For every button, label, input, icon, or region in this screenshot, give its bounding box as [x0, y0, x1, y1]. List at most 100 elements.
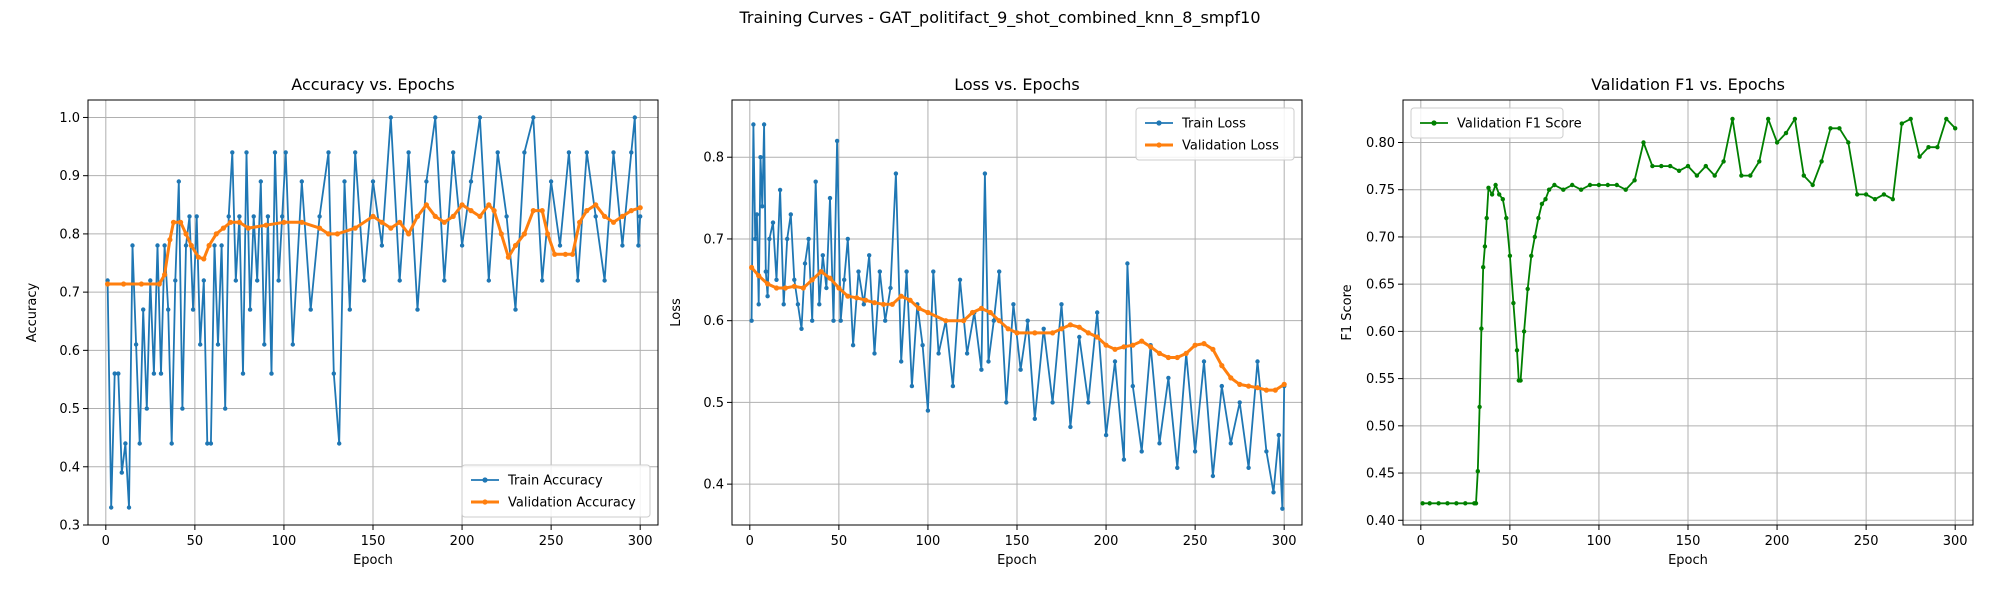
series-markers-validation-f1-score: [1420, 116, 1958, 506]
x-tick-label: 0: [102, 534, 110, 549]
data-point: [1237, 400, 1242, 405]
data-point: [1872, 197, 1878, 202]
y-tick-label: 0.75: [1366, 183, 1395, 198]
data-point: [1192, 342, 1198, 348]
data-point: [773, 285, 780, 291]
data-point: [979, 367, 984, 372]
legend-label: Train Accuracy: [507, 474, 603, 489]
y-tick-label: 0.8: [59, 227, 80, 242]
data-point: [827, 195, 833, 201]
data-point: [158, 371, 164, 376]
data-point: [1810, 182, 1815, 188]
data-point: [236, 219, 242, 225]
data-point: [530, 208, 536, 214]
data-point: [187, 214, 192, 219]
y-tick-label: 0.6: [59, 344, 80, 359]
data-point: [1819, 159, 1824, 164]
y-tick-label: 0.3: [59, 519, 80, 534]
data-point: [569, 251, 576, 257]
data-point: [824, 285, 829, 291]
y-tick-label: 0.65: [1366, 278, 1395, 293]
data-point: [379, 243, 385, 248]
data-point: [198, 342, 203, 347]
data-point: [334, 231, 340, 237]
data-point: [486, 278, 491, 283]
data-point: [765, 281, 771, 287]
x-tick-label: 300: [1943, 534, 1968, 549]
data-point: [1139, 449, 1144, 454]
data-point: [838, 318, 843, 323]
data-point: [1112, 346, 1118, 352]
data-point: [964, 351, 970, 356]
data-point: [1926, 145, 1931, 150]
data-point: [1271, 490, 1276, 495]
data-point: [629, 150, 634, 155]
data-point: [810, 318, 815, 323]
data-point: [1183, 350, 1189, 356]
data-point: [904, 269, 909, 274]
data-point: [991, 318, 996, 323]
data-point: [388, 225, 394, 231]
data-point: [969, 309, 976, 316]
data-point: [893, 171, 899, 176]
series-markers-validation-accuracy: [105, 202, 643, 287]
data-point: [272, 150, 278, 155]
data-point: [522, 150, 527, 155]
data-point: [162, 272, 168, 278]
data-point: [845, 236, 850, 242]
data-point: [1263, 387, 1269, 393]
data-point: [1899, 121, 1905, 126]
data-point: [109, 505, 114, 510]
data-point: [1018, 367, 1023, 372]
data-point: [230, 150, 235, 155]
data-point: [557, 243, 563, 248]
data-point: [1561, 187, 1566, 192]
data-point: [1721, 159, 1726, 164]
data-point: [877, 269, 882, 274]
data-point: [1497, 192, 1502, 197]
data-point: [326, 150, 331, 155]
data-point: [251, 214, 256, 219]
data-point: [584, 150, 589, 155]
data-point: [223, 406, 228, 411]
y-tick-label: 0.4: [703, 478, 724, 493]
data-point: [1543, 197, 1548, 202]
legend-marker: [1431, 120, 1437, 126]
data-point: [1473, 501, 1479, 506]
data-point: [1156, 350, 1163, 356]
legend-marker: [482, 499, 488, 505]
series-markers-train-loss: [749, 122, 1287, 511]
data-point: [931, 269, 936, 274]
data-point: [539, 208, 545, 214]
data-point: [1165, 354, 1171, 361]
data-point: [540, 278, 545, 283]
y-axis-label: Accuracy: [25, 283, 40, 343]
data-point: [1148, 344, 1154, 350]
data-point: [1174, 354, 1180, 361]
data-point: [1659, 163, 1664, 169]
data-point: [237, 214, 242, 219]
data-point: [433, 115, 438, 120]
data-point: [638, 214, 643, 219]
data-point: [1570, 182, 1575, 188]
data-point: [1493, 182, 1498, 188]
x-tick-label: 0: [1417, 534, 1425, 549]
data-point: [1210, 473, 1216, 479]
data-point: [178, 219, 184, 225]
data-point: [1219, 383, 1225, 389]
data-point: [379, 219, 385, 225]
data-point: [987, 309, 993, 316]
data-point: [276, 278, 281, 283]
data-point: [1694, 173, 1700, 178]
data-point: [986, 359, 991, 364]
data-point: [1112, 359, 1118, 364]
data-point: [1908, 116, 1913, 122]
chart-2: 0 50 100 150 200 250 300 0.4 0.5 0.6 0.7 0.8 Loss vs…: [669, 75, 1303, 568]
data-point: [593, 202, 599, 208]
data-point: [1103, 342, 1109, 348]
data-point: [1436, 501, 1441, 506]
data-point: [308, 307, 313, 312]
data-point: [1539, 201, 1545, 207]
data-point: [1125, 261, 1130, 266]
data-point: [1094, 334, 1100, 340]
